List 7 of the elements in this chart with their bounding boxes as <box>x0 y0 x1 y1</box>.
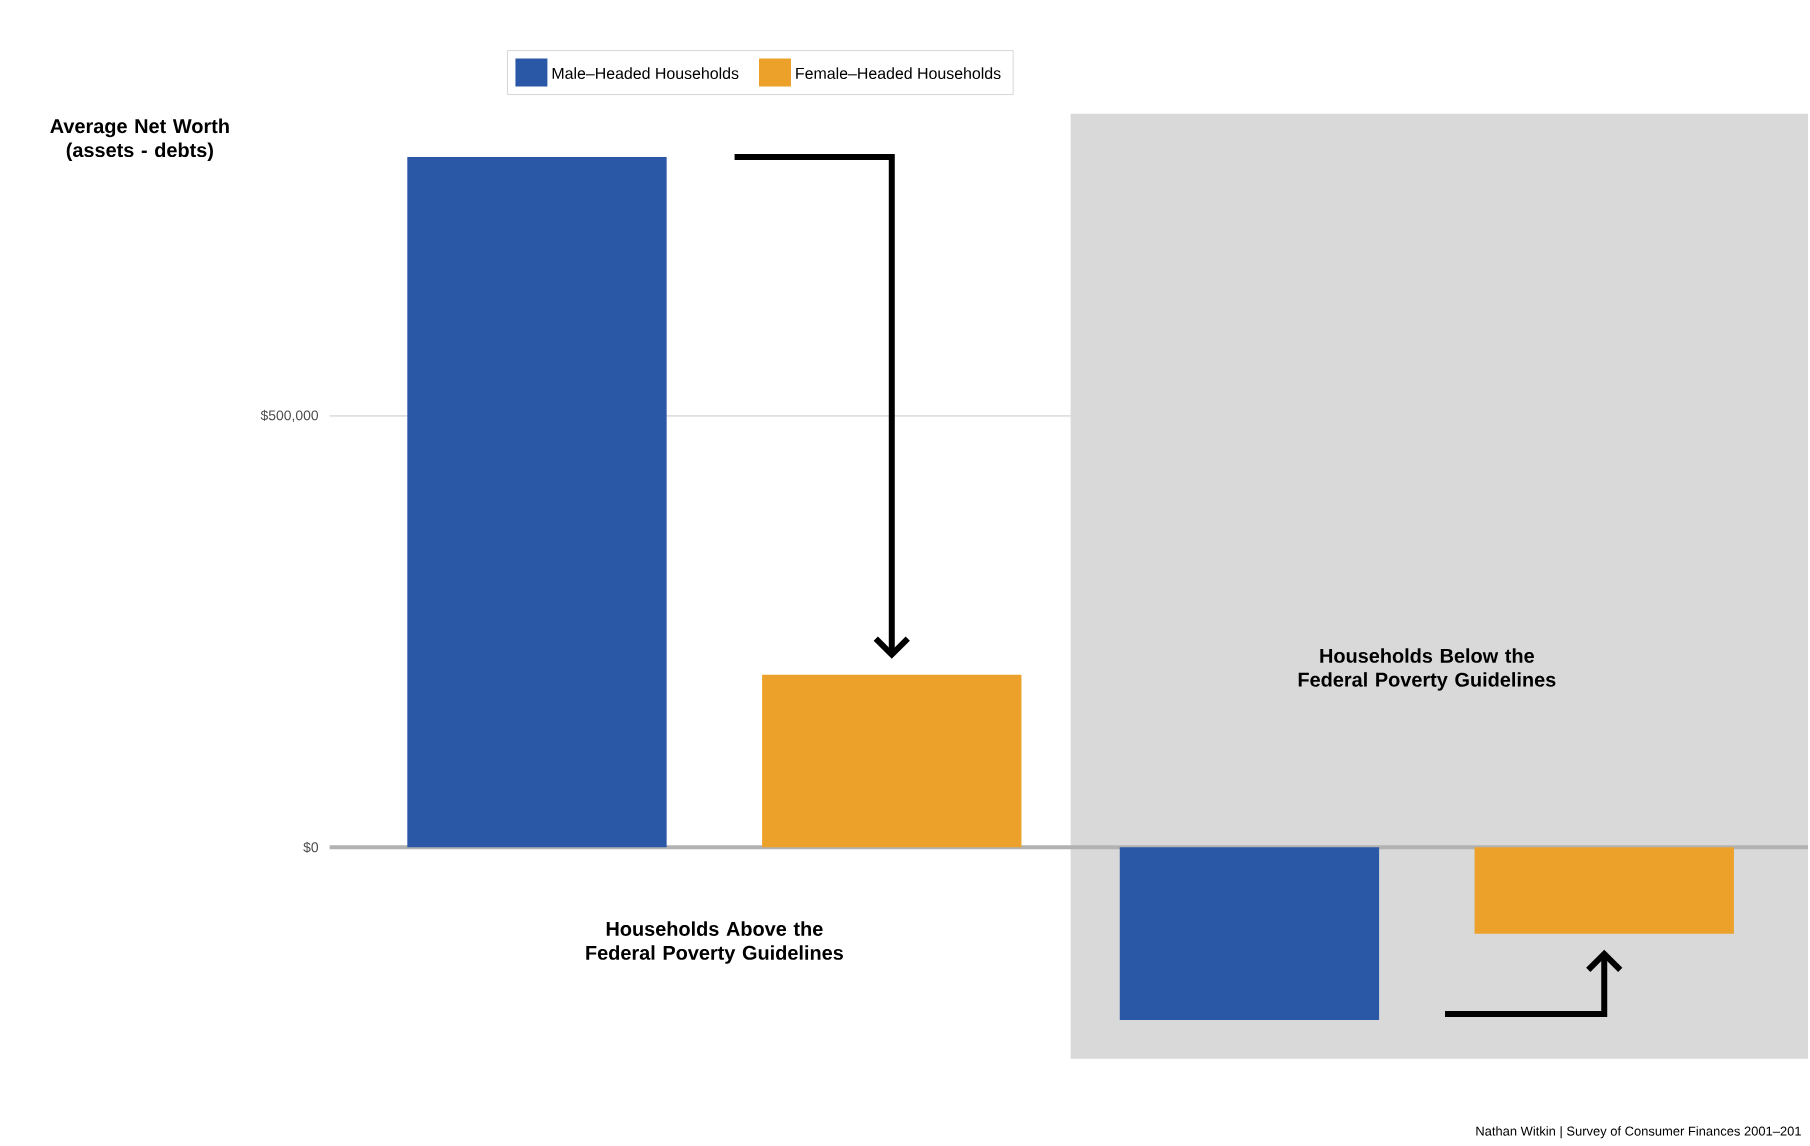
bar <box>1474 847 1734 934</box>
x-tick-label: Households Above the Federal Poverty Guidelines <box>586 921 843 964</box>
y-axis-title: Average Net Worth (assets - debts) <box>50 118 229 161</box>
bar <box>762 674 1022 848</box>
bar <box>1119 847 1380 1020</box>
bar <box>407 156 667 848</box>
x-tick-label: Households Below the Federal Poverty Guidelines <box>1298 647 1556 691</box>
